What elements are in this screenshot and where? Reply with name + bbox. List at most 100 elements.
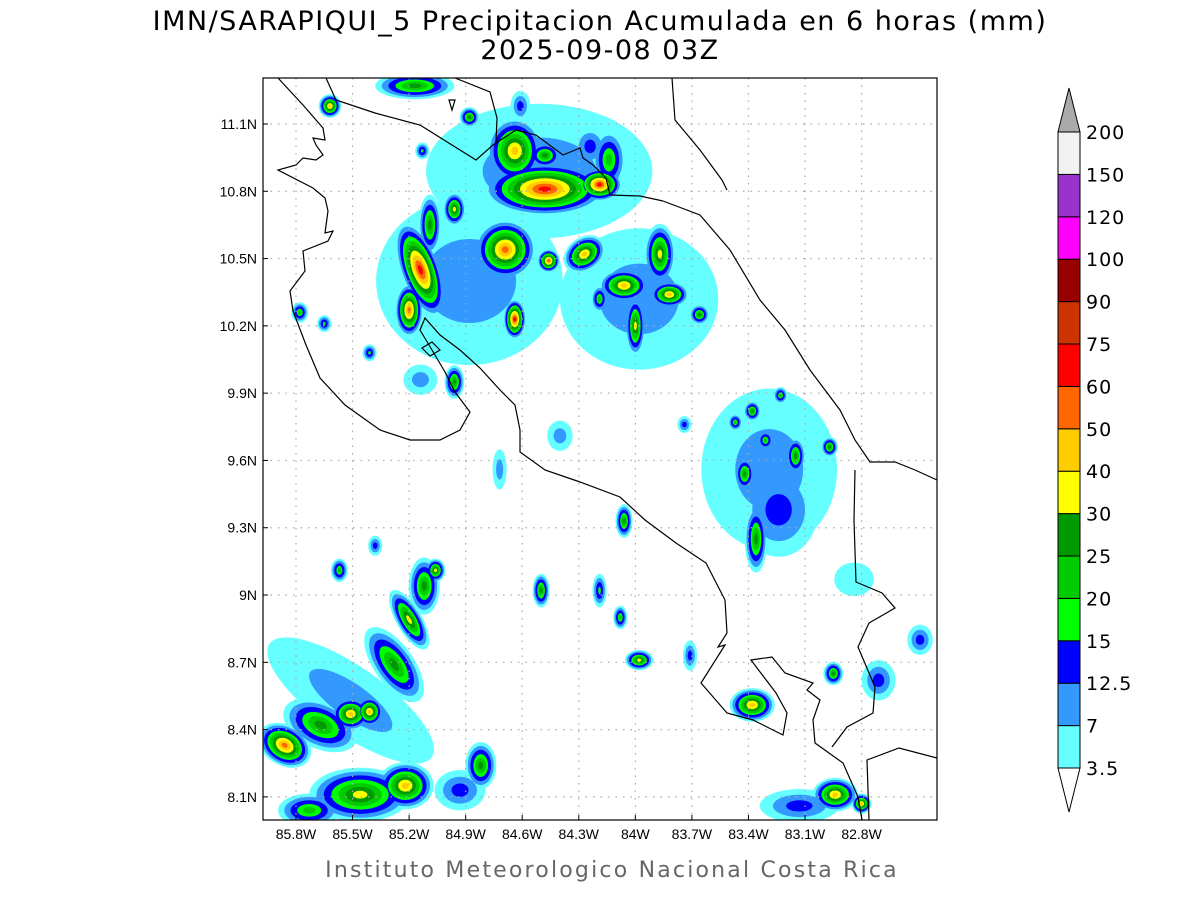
precip-contour-20 xyxy=(597,296,602,302)
precip-contour-12.5 xyxy=(687,650,693,661)
precip-contour-60 xyxy=(513,317,517,322)
precip-contour-15 xyxy=(420,148,425,154)
precipitation-field xyxy=(263,78,933,820)
colorbar-label: 200 xyxy=(1086,122,1125,144)
precip-contour-20 xyxy=(779,393,783,398)
precip-contour-50 xyxy=(407,307,411,314)
title-line-2: 2025-09-08 03Z xyxy=(480,35,719,66)
x-tick-label: 83.4W xyxy=(728,826,769,842)
x-tick-label: 84.9W xyxy=(445,826,486,842)
precip-contour-25 xyxy=(831,671,835,676)
colorbar-label: 7 xyxy=(1086,716,1099,738)
precip-contour-20 xyxy=(337,567,342,573)
x-tick-label: 85.8W xyxy=(276,826,317,842)
precip-contour-25 xyxy=(389,658,400,671)
colorbar-label: 15 xyxy=(1086,631,1112,653)
colorbar-swatch xyxy=(1057,682,1081,727)
precip-contour-25 xyxy=(622,518,626,524)
y-tick-label: 10.8N xyxy=(220,183,257,199)
colorbar-label: 25 xyxy=(1086,546,1112,568)
precip-contour-30 xyxy=(452,206,456,212)
precip-contour-20 xyxy=(733,420,737,424)
precip-contour-25 xyxy=(421,581,427,591)
precip-contour-30 xyxy=(406,615,412,624)
x-tick-label: 84.3W xyxy=(559,826,600,842)
x-tick-label: 84W xyxy=(621,826,651,842)
colorbar-swatch xyxy=(1057,216,1081,260)
colorbar-swatch xyxy=(1057,513,1081,557)
precip-contour-3.5 xyxy=(834,562,874,597)
precip-contour-25 xyxy=(754,533,758,545)
island-outline xyxy=(421,341,441,357)
coastlines xyxy=(276,78,937,820)
panama-border xyxy=(831,469,896,748)
colorbar-label: 100 xyxy=(1086,249,1125,271)
lake-shore xyxy=(454,78,498,143)
colorbar-swatch xyxy=(1057,597,1081,642)
precip-contour-20 xyxy=(302,806,316,814)
y-tick-label: 8.4N xyxy=(227,722,257,738)
grid-lines xyxy=(263,78,937,820)
y-tick-label: 9.9N xyxy=(227,385,257,401)
colorbar-over-triangle xyxy=(1057,87,1081,133)
precip-contour-12.5 xyxy=(517,100,524,112)
precip-contour-7 xyxy=(496,459,504,480)
precip-contour-60 xyxy=(417,264,423,275)
precip-contour-20 xyxy=(763,438,768,443)
precip-contour-60 xyxy=(538,186,552,192)
precip-contour-25 xyxy=(467,115,472,119)
x-tick-label: 83.1W xyxy=(785,826,826,842)
precip-contour-40 xyxy=(666,292,672,297)
colorbar-label: 150 xyxy=(1086,164,1125,186)
lake-islet-outline xyxy=(448,99,456,113)
colorbar-swatch xyxy=(1057,470,1081,515)
precip-contour-25 xyxy=(743,471,747,477)
precip-contour-25 xyxy=(697,312,702,317)
y-tick-label: 8.1N xyxy=(227,789,257,805)
colorbar-under-triangle xyxy=(1057,767,1081,813)
colorbar-swatch xyxy=(1057,173,1081,218)
precip-contour-40 xyxy=(328,104,332,108)
precip-contour-50 xyxy=(547,259,551,263)
precip-contour-7 xyxy=(553,428,567,444)
colorbar-label: 50 xyxy=(1086,419,1112,441)
precip-contour-25 xyxy=(314,720,327,730)
colorbar-label: 20 xyxy=(1086,588,1112,610)
precip-contour-15 xyxy=(367,350,372,356)
precip-contour-25 xyxy=(539,587,543,594)
precip-contour-15 xyxy=(597,585,602,596)
colorbar-label: 75 xyxy=(1086,334,1112,356)
precip-contour-60 xyxy=(597,182,602,187)
precip-contour-30 xyxy=(352,790,368,799)
x-tick-label: 83.7W xyxy=(672,826,713,842)
colorbar-label: 3.5 xyxy=(1086,758,1119,780)
panama-coast xyxy=(866,747,937,820)
precip-contour-25 xyxy=(828,445,832,449)
precip-contour-40 xyxy=(832,792,839,797)
caribbean-coast xyxy=(662,200,937,481)
precip-contour-20 xyxy=(618,615,622,620)
map-frame xyxy=(262,77,938,821)
colorbar-swatch xyxy=(1057,301,1081,345)
x-tick-label: 82.8W xyxy=(841,826,882,842)
colorbar-label: 40 xyxy=(1086,461,1112,483)
colorbar: 3.5 7 12.5 15 20 25 30 40 50 60 75 90 100 120 150 200 xyxy=(1057,87,1131,813)
precip-contour-15 xyxy=(322,321,327,327)
precip-contour-30 xyxy=(657,249,663,259)
precip-contour-40 xyxy=(367,709,372,714)
precip-contour-25 xyxy=(750,409,754,413)
y-tick-label: 10.5N xyxy=(220,251,257,267)
colorbar-swatch xyxy=(1057,640,1081,684)
precip-contour-12.5 xyxy=(915,634,925,645)
title-line-1: IMN/SARAPIQUI_5 Precipitacion Acumulada … xyxy=(153,6,1048,37)
precip-contour-40 xyxy=(348,711,354,717)
precip-contour-12.5 xyxy=(786,800,813,812)
nicaragua-border xyxy=(325,78,664,202)
precip-contour-40 xyxy=(620,283,628,288)
precip-contour-50 xyxy=(501,246,509,253)
y-tick-label: 9.3N xyxy=(227,520,257,536)
colorbar-swatch xyxy=(1057,555,1081,599)
y-tick-label: 9.6N xyxy=(227,452,257,468)
colorbar-swatch xyxy=(1057,131,1081,175)
